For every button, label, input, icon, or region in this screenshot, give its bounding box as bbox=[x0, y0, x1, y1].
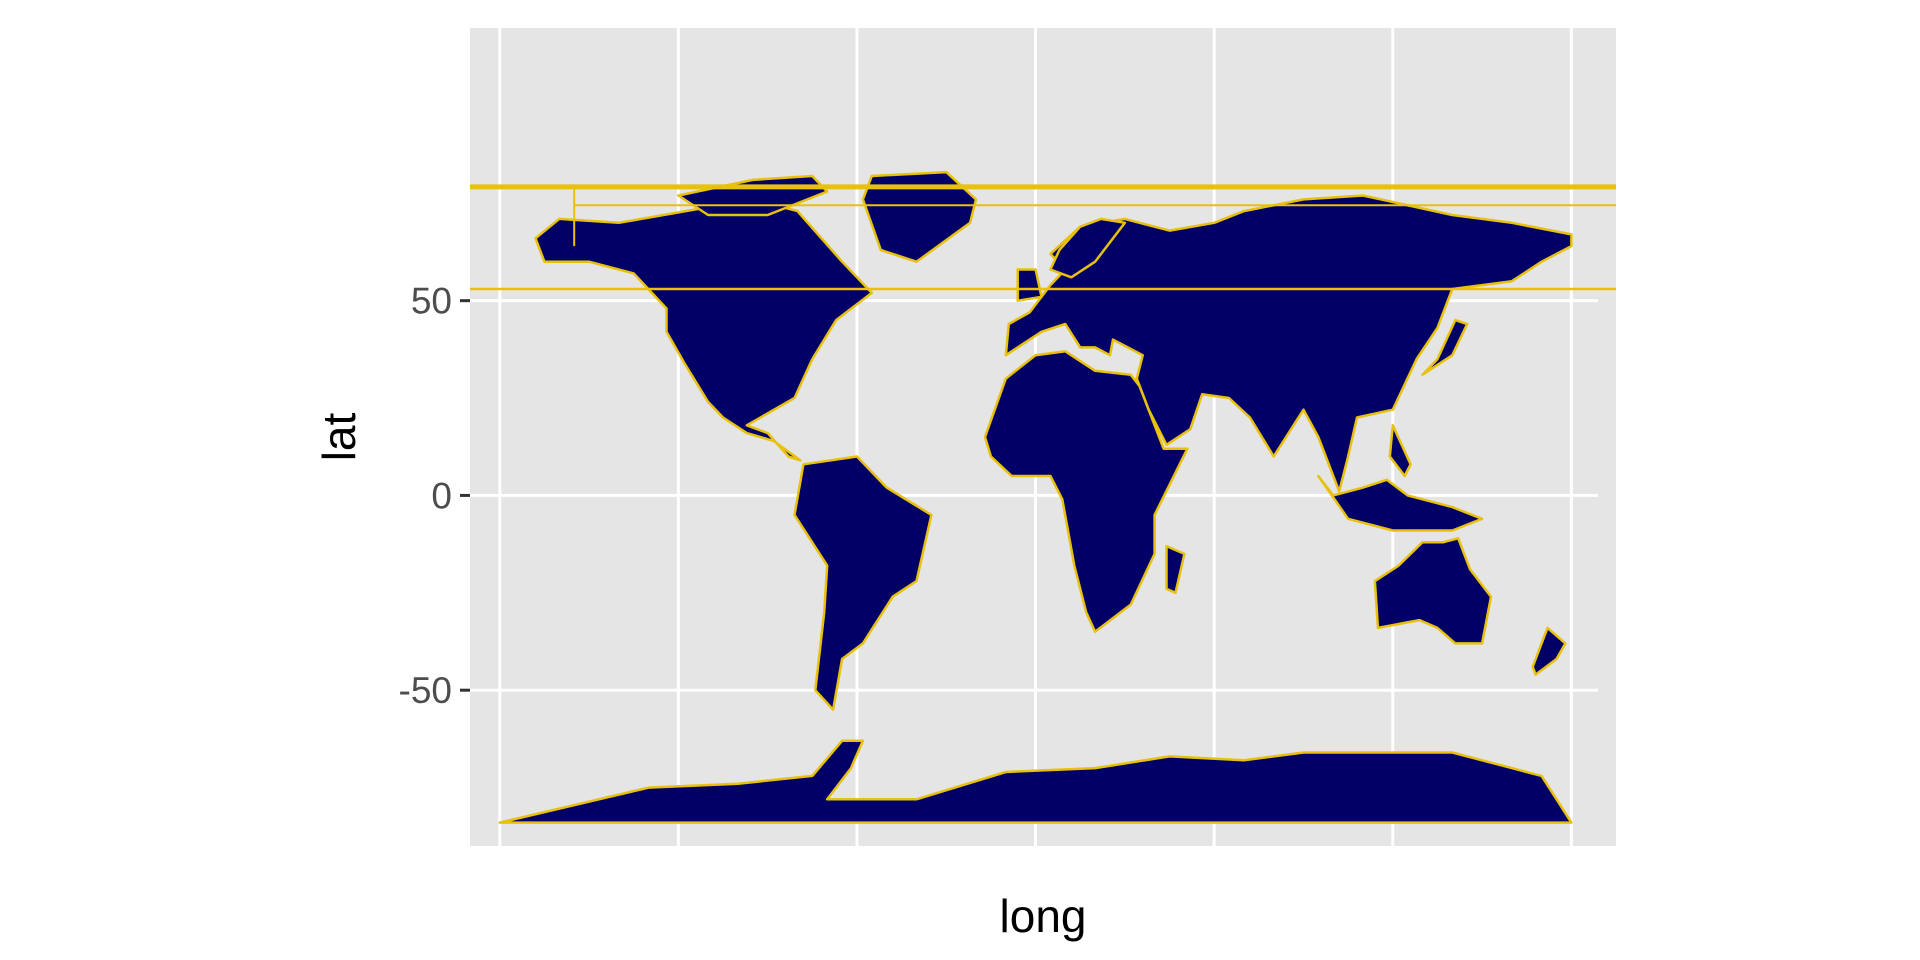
x-axis-title: long bbox=[1000, 890, 1087, 942]
land-region bbox=[1531, 626, 1567, 676]
wrap-artifact-lines bbox=[470, 184, 1616, 291]
land-region bbox=[1004, 194, 1573, 493]
land-region bbox=[1049, 217, 1127, 279]
land-region bbox=[1388, 424, 1412, 478]
land-region bbox=[1421, 318, 1469, 376]
land-region bbox=[793, 455, 933, 711]
land-region bbox=[1373, 537, 1493, 645]
y-axis-title: lat bbox=[313, 412, 365, 461]
land-region bbox=[1016, 268, 1043, 302]
y-tick-label: 0 bbox=[431, 475, 452, 516]
y-tick-label: -50 bbox=[399, 670, 452, 711]
land-region bbox=[983, 350, 1189, 634]
land-region bbox=[1165, 544, 1186, 595]
y-tick-label: 50 bbox=[411, 281, 452, 322]
land-regions bbox=[498, 170, 1573, 824]
y-axis-ticks: 50 0 -50 bbox=[399, 281, 470, 711]
land-region bbox=[1317, 474, 1484, 532]
land-region bbox=[861, 170, 978, 263]
land-region bbox=[498, 739, 1573, 824]
